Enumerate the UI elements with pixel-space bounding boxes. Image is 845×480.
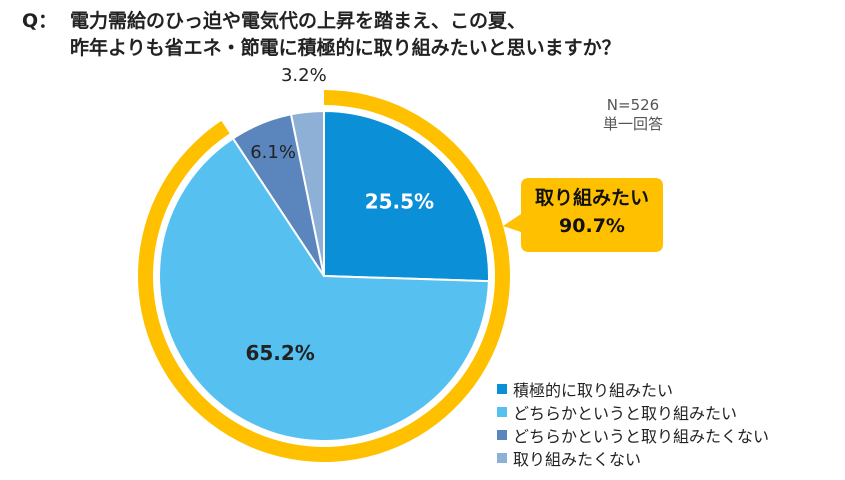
legend-item: どちらかというと取り組みたくない: [497, 423, 769, 446]
question-title: Q： 電力需給のひっ迫や電気代の上昇を踏まえ、この夏、 昨年よりも省エネ・節電に積…: [22, 8, 832, 62]
sample-info: N=526 単一回答: [588, 96, 678, 134]
callout-text: 取り組みたい 90.7%: [521, 184, 663, 240]
answer-type: 単一回答: [602, 115, 663, 133]
question-line-1: 電力需給のひっ迫や電気代の上昇を踏まえ、この夏、: [70, 10, 527, 32]
legend-swatch: [497, 429, 507, 440]
pie-slice: [158, 136, 490, 442]
callout-value: 90.7%: [559, 215, 625, 237]
slice-layer: [158, 109, 490, 442]
legend: 積極的に取り組みたいどちらかというと取り組みたいどちらかというと取り組みたくない…: [497, 377, 769, 469]
pie-slice: [323, 109, 490, 283]
legend-item: 積極的に取り組みたい: [497, 377, 769, 400]
legend-label: どちらかというと取り組みたい: [513, 403, 738, 423]
question-label: Q：: [22, 10, 58, 32]
sample-size: N=526: [606, 96, 660, 114]
slice-label: 6.1%: [250, 142, 296, 163]
legend-swatch: [497, 383, 507, 394]
legend-label: 取り組みたくない: [513, 449, 642, 469]
legend-label: 積極的に取り組みたい: [513, 380, 674, 400]
label-layer: 25.5% 65.2% 6.1% 3.2%: [245, 65, 434, 365]
legend-item: 取り組みたくない: [497, 446, 769, 469]
pie-slice: [289, 109, 325, 277]
legend-item: どちらかというと取り組みたい: [497, 400, 769, 423]
slice-label: 65.2%: [245, 341, 314, 365]
legend-swatch: [497, 406, 507, 417]
slice-label: 3.2%: [281, 65, 327, 86]
legend-label: どちらかというと取り組みたくない: [513, 426, 770, 446]
legend-swatch: [497, 452, 507, 463]
slice-label: 25.5%: [365, 189, 434, 213]
callout-label: 取り組みたい: [534, 187, 649, 209]
question-line-2: 昨年よりも省エネ・節電に積極的に取り組みたいと思いますか？: [70, 37, 621, 59]
callout-bubble: [503, 178, 663, 252]
